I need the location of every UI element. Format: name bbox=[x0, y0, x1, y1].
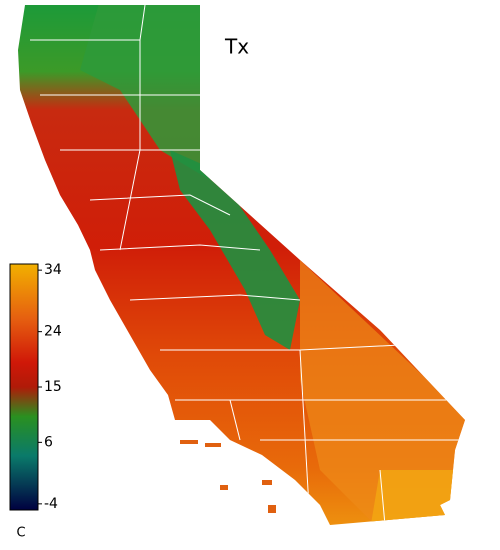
sierra-cool-region bbox=[170, 150, 300, 350]
desert-hot-region bbox=[370, 470, 465, 525]
colorbar-tick-label: 24 bbox=[44, 324, 62, 340]
colorbar-ticks: 34 24 15 6 -4 bbox=[38, 262, 62, 512]
colorbar-unit: C bbox=[16, 526, 25, 541]
colorbar-tick-label: -4 bbox=[44, 496, 58, 512]
desert-warm-region bbox=[300, 260, 465, 525]
colorbar-tick-label: 15 bbox=[44, 379, 62, 395]
map-title: Tx bbox=[224, 35, 249, 59]
north-cool-region bbox=[80, 5, 210, 180]
colorbar-tick-label: 6 bbox=[44, 434, 53, 450]
colorbar-tick-label: 34 bbox=[44, 262, 62, 278]
colorbar bbox=[9, 263, 39, 511]
islands bbox=[180, 440, 276, 513]
